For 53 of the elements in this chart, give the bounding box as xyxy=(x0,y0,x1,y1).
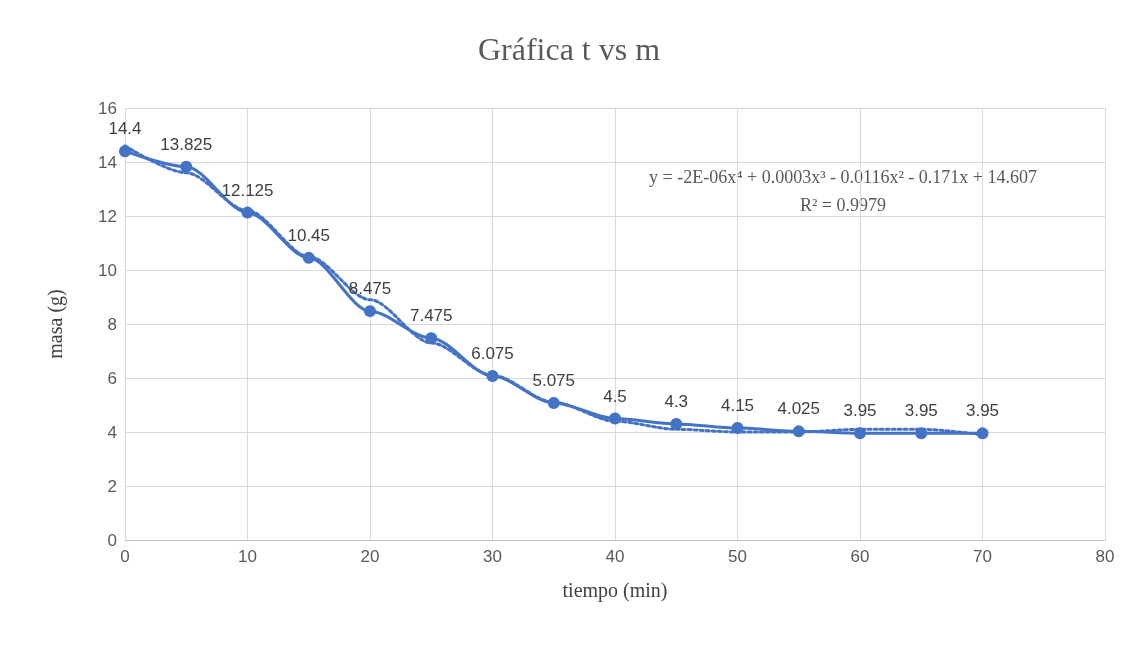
point xyxy=(854,427,866,440)
y-tick-label: 12 xyxy=(98,206,117,226)
data-label: 6.075 xyxy=(471,343,514,363)
data-label: 7.475 xyxy=(409,306,453,326)
x-tick-label: 0 xyxy=(120,547,130,566)
point xyxy=(302,251,315,264)
x-tick-label: 60 xyxy=(850,547,870,566)
point xyxy=(609,412,621,425)
x-tick-label: 70 xyxy=(973,547,992,566)
point xyxy=(547,396,560,409)
point xyxy=(915,427,928,440)
data-label: 4.025 xyxy=(777,399,821,419)
x-tick-label: 80 xyxy=(1095,547,1115,566)
data-label: 8.475 xyxy=(348,279,392,299)
point xyxy=(670,417,683,430)
y-tick-label: 2 xyxy=(107,476,117,496)
point xyxy=(425,332,438,345)
x-axis-title: tiempo (min) xyxy=(562,579,668,602)
data-label: 3.95 xyxy=(965,401,1000,421)
data-label: 5.075 xyxy=(532,370,576,390)
data-label: 14.4 xyxy=(108,119,142,139)
y-tick-label: 14 xyxy=(98,152,117,172)
point xyxy=(731,421,744,434)
chart-title: Gráfica t vs m xyxy=(477,31,661,67)
data-label: 4.3 xyxy=(664,391,689,411)
y-tick-label: 16 xyxy=(98,98,117,118)
x-tick-label: 30 xyxy=(483,547,502,566)
x-tick-label: 20 xyxy=(360,547,380,566)
data-label: 3.95 xyxy=(843,401,877,421)
annotation: R² = 0.9979 xyxy=(799,195,887,215)
point xyxy=(119,145,131,158)
point xyxy=(976,427,989,440)
data-label: 4.15 xyxy=(720,395,755,415)
annotation: y = -2E-06x⁴ + 0.0003x³ - 0.0116x² - 0.171x + 14.607 xyxy=(649,167,1037,187)
y-tick-label: 4 xyxy=(107,422,117,442)
y-axis-title: masa (g) xyxy=(44,289,67,359)
data-label: 13.825 xyxy=(160,134,213,154)
point xyxy=(180,160,193,173)
point xyxy=(792,425,805,438)
x-tick-label: 50 xyxy=(728,547,747,566)
y-tick-label: 0 xyxy=(107,530,117,550)
x-tick-label: 40 xyxy=(605,547,625,566)
data-label: 4.5 xyxy=(603,386,627,406)
point xyxy=(486,369,499,382)
y-tick-label: 6 xyxy=(107,368,117,388)
data-label: 12.125 xyxy=(221,180,274,200)
x-tick-label: 10 xyxy=(238,547,257,566)
y-tick-label: 10 xyxy=(98,260,117,280)
point xyxy=(364,305,376,318)
y-tick-label: 8 xyxy=(107,314,117,334)
point xyxy=(241,206,254,219)
data-label: 10.45 xyxy=(287,225,331,245)
data-label: 3.95 xyxy=(904,401,938,421)
